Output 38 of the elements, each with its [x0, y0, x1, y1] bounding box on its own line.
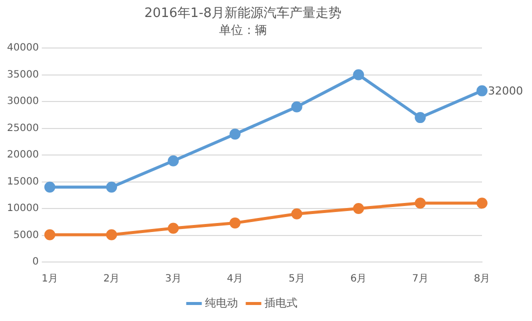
point — [291, 101, 302, 112]
x-tick-label: 5月 — [288, 274, 305, 285]
legend-label: 插电式 — [264, 296, 298, 310]
y-tick-label: 40000 — [7, 42, 39, 54]
x-tick-label: 8月 — [474, 274, 490, 285]
y-tick-label: 25000 — [7, 122, 39, 134]
chart-title: 2016年1-8月新能源汽车产量走势 — [144, 6, 342, 22]
point — [414, 198, 426, 209]
point — [476, 85, 488, 96]
x-tick-label: 2月 — [103, 274, 120, 285]
point — [353, 69, 364, 80]
point — [353, 203, 364, 214]
point — [230, 217, 241, 228]
y-tick-label: 0 — [32, 256, 39, 268]
point — [44, 229, 56, 240]
point — [291, 208, 302, 220]
x-tick-label: 3月 — [165, 274, 182, 285]
y-tick-label: 20000 — [7, 150, 39, 161]
point — [230, 128, 241, 140]
point — [106, 182, 118, 193]
x-tick-label: 7月 — [412, 274, 428, 285]
chart-subtitle: 单位：辆 — [219, 22, 267, 37]
point — [168, 222, 179, 234]
y-tick-label: 30000 — [7, 96, 39, 108]
point — [476, 198, 488, 209]
point — [414, 112, 426, 124]
y-tick-label: 5000 — [13, 230, 39, 241]
data-label: 32000 — [488, 84, 523, 98]
point — [44, 182, 56, 193]
y-tick-label: 15000 — [7, 176, 39, 188]
legend-label: 纯电动 — [205, 296, 238, 310]
x-tick-label: 4月 — [226, 274, 244, 285]
x-tick-label: 6月 — [350, 274, 367, 285]
x-tick-label: 1月 — [42, 274, 58, 285]
point — [106, 229, 118, 240]
y-tick-label: 35000 — [7, 69, 39, 80]
point — [168, 155, 179, 166]
y-tick-label: 10000 — [7, 203, 39, 214]
